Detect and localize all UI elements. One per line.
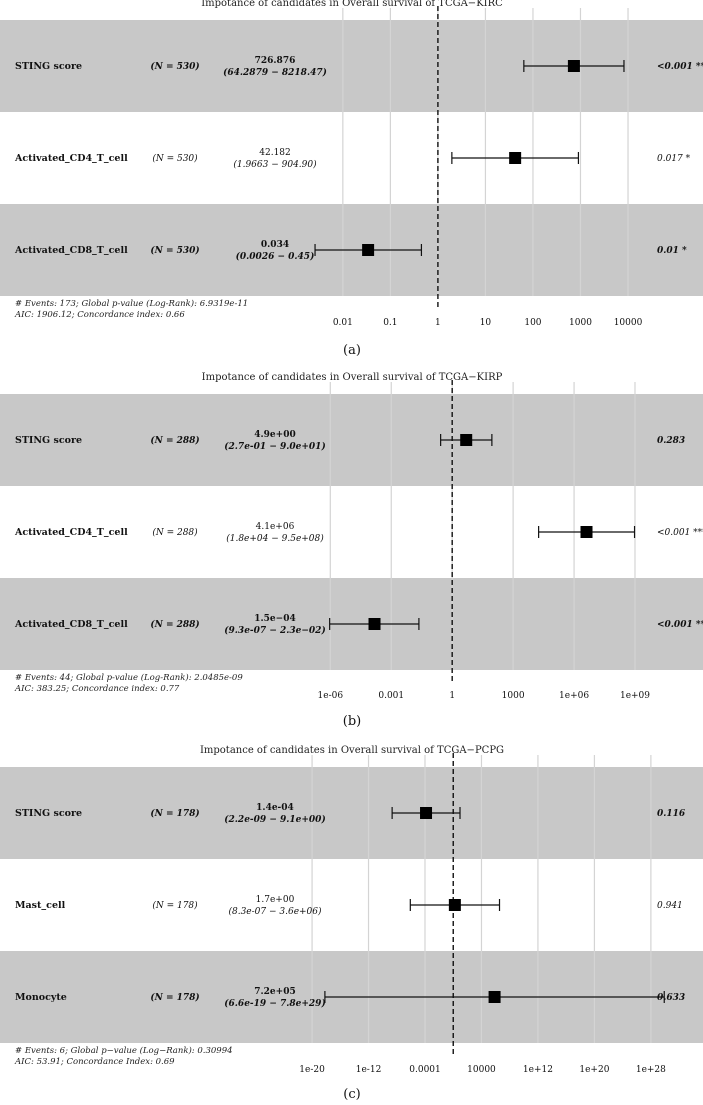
x-tick-label: 1e+28 [636, 1065, 666, 1075]
ci-label: (2.2e-09 − 9.1e+00) [224, 814, 325, 825]
x-tick-label: 1e+12 [523, 1065, 553, 1075]
x-tick-label: 10000 [614, 318, 643, 328]
n-label: (N = 288) [152, 527, 198, 538]
estimate-label: 4.9e+00 [254, 430, 295, 440]
n-label: (N = 178) [150, 992, 199, 1003]
x-tick-label: 1e+09 [620, 691, 650, 701]
footer-text: # Events: 173; Global p-value (Log-Rank)… [15, 298, 248, 309]
x-tick-label: 0.1 [383, 318, 397, 328]
variable-label: Activated_CD4_T_cell [14, 527, 128, 538]
ci-label: (2.7e-01 − 9.0e+01) [224, 441, 325, 452]
n-label: (N = 530) [150, 245, 199, 256]
ci-label: (1.8e+04 − 9.5e+08) [226, 533, 324, 544]
hazard-ratio-point [448, 899, 461, 911]
x-tick-label: 1 [435, 318, 441, 328]
chart-title: Impotance of candidates in Overall survi… [201, 0, 503, 9]
estimate-label: 0.034 [261, 240, 289, 250]
variable-label: Activated_CD8_T_cell [14, 619, 128, 630]
x-tick-label: 1e-20 [299, 1065, 325, 1075]
x-tick-label: 1e+20 [579, 1065, 609, 1075]
panel-label: (b) [343, 714, 361, 729]
hazard-ratio-point [488, 991, 501, 1003]
x-tick-label: 100 [524, 318, 541, 328]
p-value-label: <0.001 *** [657, 528, 703, 538]
p-value-label: 0.116 [657, 809, 686, 819]
n-label: (N = 530) [150, 61, 199, 72]
footer-text: AIC: 53.91; Concordance Index: 0.69 [14, 1057, 175, 1067]
hazard-ratio-point [567, 60, 580, 72]
hazard-ratio-point [420, 807, 433, 819]
p-value-label: 0.941 [657, 901, 683, 911]
forest-panel-1: Impotance of candidates in Overall survi… [0, 0, 703, 358]
estimate-label: 726.876 [255, 56, 296, 66]
p-value-label: 0.01 * [657, 246, 687, 256]
chart-title: Impotance of candidates in Overall survi… [202, 372, 503, 383]
estimate-label: 1.4e-04 [256, 803, 294, 813]
x-tick-label: 1e+06 [559, 691, 589, 701]
panel-label: (a) [343, 343, 361, 358]
forest-panel-2: Impotance of candidates in Overall survi… [0, 372, 703, 729]
p-value-label: 0.633 [657, 993, 685, 1003]
hazard-ratio-point [509, 152, 522, 164]
n-label: (N = 530) [152, 153, 198, 164]
x-tick-label: 1e-12 [356, 1065, 382, 1075]
ci-label: (0.0026 − 0.45) [236, 251, 315, 262]
ci-label: (64.2879 − 8218.47) [223, 67, 327, 78]
variable-label: STING score [15, 61, 82, 72]
x-tick-label: 1000 [569, 318, 592, 328]
estimate-label: 1.5e−04 [254, 614, 295, 624]
x-tick-label: 0.01 [333, 318, 353, 328]
footer-text: # Events: 44; Global p-value (Log-Rank):… [15, 672, 243, 683]
x-tick-label: 1 [449, 691, 455, 701]
variable-label: STING score [15, 435, 82, 446]
ci-label: (9.3e-07 − 2.3e−02) [224, 625, 325, 636]
hazard-ratio-point [368, 618, 381, 630]
chart-title: Impotance of candidates in Overall survi… [200, 745, 504, 756]
x-tick-label: 1000 [502, 691, 525, 701]
x-tick-label: 10 [480, 318, 492, 328]
estimate-label: 7.2e+05 [254, 987, 295, 997]
footer-text: AIC: 383.25; Concordance index: 0.77 [14, 684, 180, 694]
hazard-ratio-point [460, 434, 473, 446]
x-tick-label: 0.0001 [409, 1065, 441, 1075]
ci-label: (8.3e-07 − 3.6e+06) [228, 906, 322, 917]
p-value-label: 0.017 * [657, 154, 691, 164]
estimate-label: 4.1e+06 [256, 522, 295, 532]
ci-label: (6.6e-19 − 7.8e+29) [224, 998, 325, 1009]
estimate-label: 42.182 [259, 148, 291, 158]
p-value-label: <0.001 *** [657, 620, 703, 630]
n-label: (N = 288) [150, 619, 199, 630]
panel-label: (c) [343, 1087, 360, 1102]
footer-text: AIC: 1906.12; Concordance index: 0.66 [14, 310, 185, 320]
hazard-ratio-point [580, 526, 593, 538]
variable-label: Monocyte [15, 992, 67, 1003]
footer-text: # Events: 6; Global p−value (Log−Rank): … [15, 1045, 233, 1056]
x-tick-label: 10000 [467, 1065, 496, 1075]
n-label: (N = 178) [150, 808, 199, 819]
estimate-label: 1.7e+00 [256, 895, 295, 905]
ci-label: (1.9663 − 904.90) [233, 159, 317, 170]
x-tick-label: 1e-06 [318, 691, 344, 701]
variable-label: STING score [15, 808, 82, 819]
variable-label: Activated_CD8_T_cell [14, 245, 128, 256]
row-band [0, 767, 703, 859]
hazard-ratio-point [362, 244, 375, 256]
p-value-label: 0.283 [657, 436, 685, 446]
forest-panel-3: Impotance of candidates in Overall survi… [0, 745, 703, 1102]
variable-label: Mast_cell [15, 900, 66, 911]
n-label: (N = 178) [152, 900, 198, 911]
n-label: (N = 288) [150, 435, 199, 446]
x-tick-label: 0.001 [378, 691, 404, 701]
row-band [0, 394, 703, 486]
variable-label: Activated_CD4_T_cell [14, 153, 128, 164]
p-value-label: <0.001 *** [657, 62, 703, 72]
